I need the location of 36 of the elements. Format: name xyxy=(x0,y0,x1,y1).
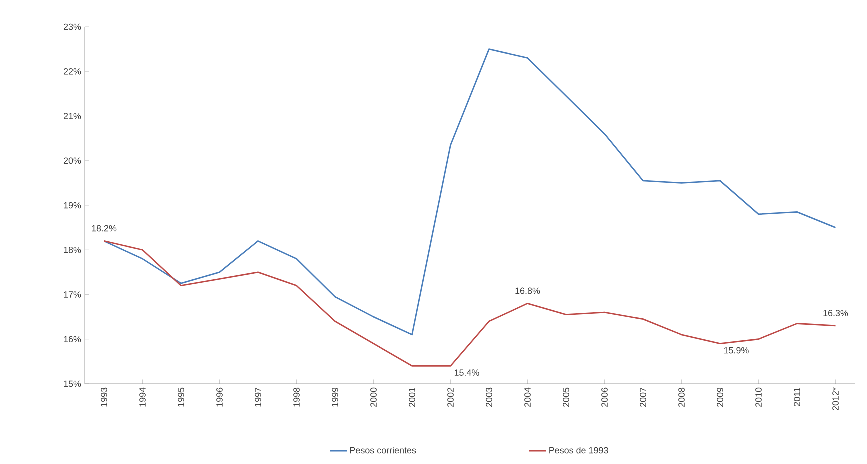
x-tick-label: 1997 xyxy=(255,388,262,407)
x-tick-label: 1993 xyxy=(101,388,108,407)
y-tick-label: 21% xyxy=(64,113,82,120)
y-tick-label: 20% xyxy=(64,158,82,164)
annotation: 15.4% xyxy=(454,370,480,376)
x-tick-label: 2005 xyxy=(563,388,570,408)
x-tick-label: 1996 xyxy=(216,388,223,407)
x-tick-label: 2010 xyxy=(756,388,762,408)
annotation: 16.3% xyxy=(824,310,848,316)
x-tick-label: 2003 xyxy=(486,388,492,408)
x-tick-label: 2009 xyxy=(717,388,724,408)
x-tick-label: 2000 xyxy=(370,388,377,408)
x-tick-label: 1999 xyxy=(332,388,338,407)
x-tick-label: 1995 xyxy=(178,388,184,407)
y-tick-label: 18% xyxy=(64,246,82,254)
y-tick-label: 16% xyxy=(64,336,82,343)
annotation: 18.2% xyxy=(92,225,117,232)
x-tick-label: 2002 xyxy=(448,388,454,408)
x-tick-label: 2004 xyxy=(524,388,531,408)
legend-label: Pesos corrientes xyxy=(350,447,416,454)
y-tick-label: 23% xyxy=(64,24,82,30)
x-tick-label: 1998 xyxy=(294,388,300,407)
y-tick-label: 22% xyxy=(64,68,82,75)
y-tick-label: 15% xyxy=(64,380,82,388)
x-tick-label: 2008 xyxy=(678,388,685,408)
x-tick-label: 2006 xyxy=(602,388,608,408)
legend-label: Pesos de 1993 xyxy=(550,447,608,454)
y-tick-label: 17% xyxy=(64,292,82,298)
x-tick-label: 2011 xyxy=(794,388,800,406)
x-tick-label: 2001 xyxy=(409,388,416,408)
x-tick-label: 2012* xyxy=(832,388,839,411)
annotation: 16.8% xyxy=(516,288,540,294)
annotation: 15.9% xyxy=(724,347,749,354)
x-tick-label: 1994 xyxy=(140,388,146,407)
y-tick-label: 19% xyxy=(64,202,82,209)
x-tick-label: 2007 xyxy=(640,388,646,408)
